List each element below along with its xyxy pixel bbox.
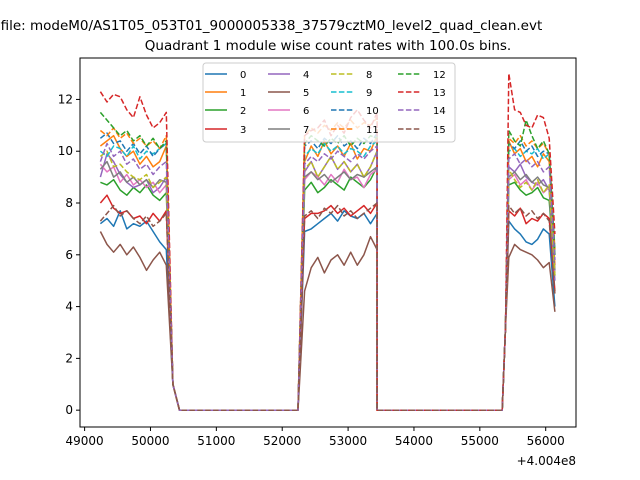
- legend-label: 14: [433, 106, 446, 117]
- legend-label: 2: [240, 106, 246, 117]
- legend-label: 3: [240, 125, 246, 136]
- x-tick-label: 50000: [131, 434, 169, 448]
- x-tick-label: 55000: [461, 434, 499, 448]
- axes-frame: [79, 57, 577, 428]
- y-tick-label: 12: [58, 92, 73, 106]
- legend-label: 9: [366, 88, 372, 99]
- legend-label: 8: [366, 70, 372, 81]
- series-0-line: [99, 210, 556, 411]
- legend-label: 13: [433, 88, 446, 99]
- x-offset-label: +4.004e8: [517, 454, 576, 468]
- y-tick-label: 2: [65, 351, 73, 365]
- y-tick-label: 4: [65, 300, 73, 314]
- y-tick-label: 10: [58, 144, 73, 158]
- y-axis: 0 2 4 6 8 10 12: [58, 92, 80, 417]
- legend-label: 15: [433, 125, 446, 136]
- legend-label: 4: [303, 70, 309, 81]
- series-2-line: [100, 166, 556, 411]
- legend-label: 12: [433, 70, 446, 81]
- x-tick-label: 54000: [395, 434, 433, 448]
- series-8-line: [99, 150, 556, 411]
- series-7-line: [99, 160, 556, 411]
- legend-label: 0: [240, 70, 246, 81]
- series-6-line: [99, 163, 556, 411]
- y-tick-label: 6: [65, 248, 73, 262]
- x-axis: 49000 50000 51000 52000 53000 54000 55000 56000: [66, 427, 565, 448]
- legend-frame: [202, 62, 456, 143]
- legend-label: 11: [366, 125, 379, 136]
- x-tick-label: 56000: [527, 434, 565, 448]
- legend-label: 1: [240, 88, 246, 99]
- x-tick-label: 49000: [66, 434, 104, 448]
- y-tick-label: 0: [65, 403, 73, 417]
- x-tick-label: 52000: [263, 434, 301, 448]
- y-tick-label: 8: [65, 196, 73, 210]
- series-14-line: [99, 142, 556, 411]
- legend-label: 6: [303, 106, 309, 117]
- x-tick-label: 51000: [197, 434, 235, 448]
- series-9-line: [99, 140, 556, 411]
- legend-label: 10: [366, 106, 379, 117]
- series-1-line: [99, 134, 556, 411]
- figure-suptitle: a file: modeM0/AS1T05_053T01_9000005338_…: [0, 18, 542, 34]
- legend-label: 5: [303, 88, 309, 99]
- chart-title: Quadrant 1 module wise count rates with …: [145, 38, 511, 54]
- x-tick-label: 53000: [329, 434, 367, 448]
- legend-label: 7: [303, 125, 309, 136]
- series-5-line: [99, 231, 556, 411]
